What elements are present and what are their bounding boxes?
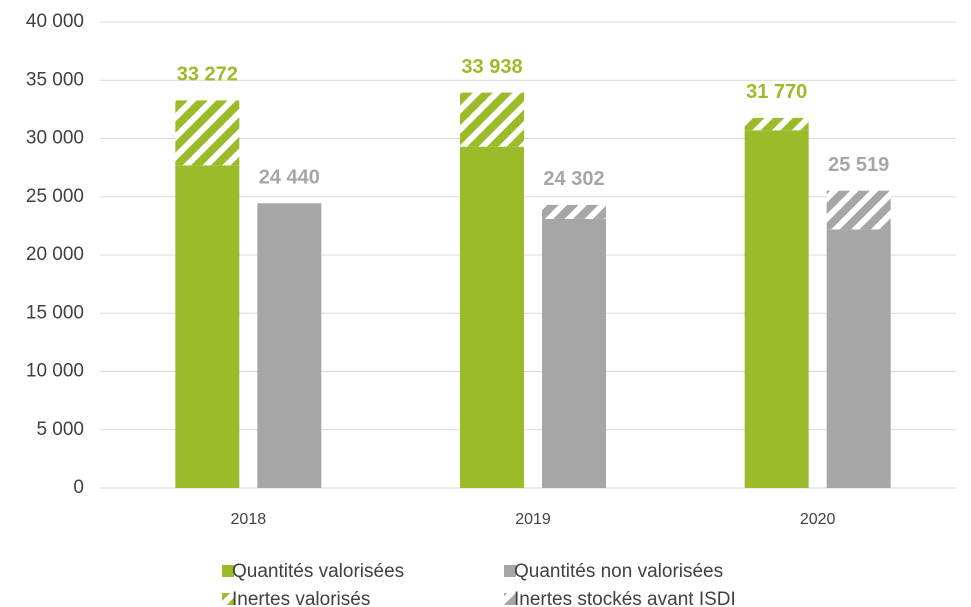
total-label: 33 938 xyxy=(461,56,522,78)
y-tick-label: 10 000 xyxy=(26,361,84,382)
x-tick-label: 2018 xyxy=(231,511,267,528)
y-tick-label: 30 000 xyxy=(26,128,84,149)
bar-segment xyxy=(542,218,606,488)
bar-segment xyxy=(257,203,322,489)
y-tick-label: 20 000 xyxy=(26,244,84,265)
legend-swatch xyxy=(504,593,516,605)
legend-label: Quantités valorisées xyxy=(232,561,404,582)
y-tick-label: 35 000 xyxy=(26,69,84,90)
bar-segment xyxy=(175,165,240,489)
bar-segment xyxy=(744,117,809,131)
y-tick-label: 40 000 xyxy=(26,11,84,32)
y-tick-label: 5 000 xyxy=(36,419,84,440)
legend-label: Inertes valorisés xyxy=(232,589,370,607)
total-label: 33 272 xyxy=(177,64,238,86)
y-tick-label: 15 000 xyxy=(26,302,84,323)
bar-segment xyxy=(175,100,240,166)
bar-segment xyxy=(744,130,809,488)
y-tick-label: 0 xyxy=(73,477,84,498)
total-label: 31 770 xyxy=(746,81,807,103)
legend-swatch xyxy=(222,593,234,605)
y-tick-label: 25 000 xyxy=(26,186,84,207)
bar-segment xyxy=(826,190,891,230)
legend-swatch xyxy=(504,565,516,577)
bar-segment xyxy=(826,229,891,488)
total-label: 24 440 xyxy=(259,167,320,189)
bar-segment xyxy=(460,146,524,488)
x-tick-label: 2019 xyxy=(515,511,551,528)
x-tick-label: 2020 xyxy=(800,511,836,528)
bar-segment xyxy=(542,204,606,219)
legend-label: Quantités non valorisées xyxy=(514,561,723,582)
legend-swatch xyxy=(222,565,234,577)
bar-segment xyxy=(460,92,524,147)
total-label: 24 302 xyxy=(543,168,604,190)
legend-label: Inertes stockés avant ISDI xyxy=(514,589,736,607)
total-label: 25 519 xyxy=(828,154,889,176)
